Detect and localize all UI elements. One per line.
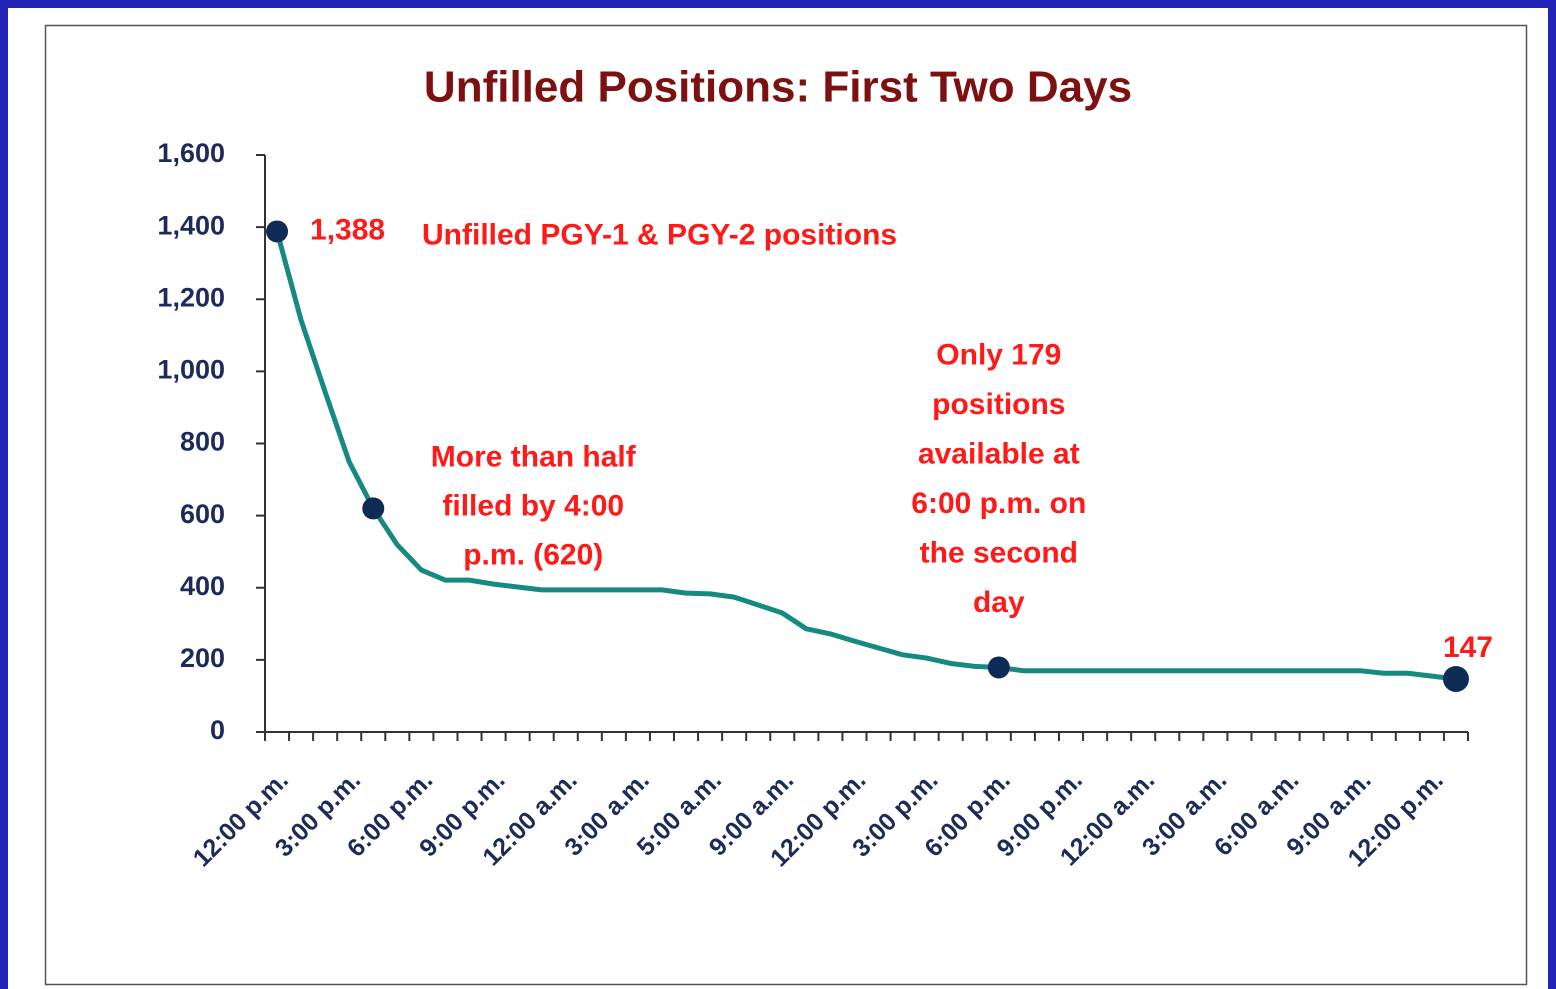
y-tick-label: 400: [180, 571, 225, 601]
data-point: [987, 656, 1010, 679]
data-line: [274, 230, 1457, 682]
annotation: More than half: [431, 440, 637, 473]
value-label: 1,388: [310, 213, 385, 246]
y-tick-label: 0: [210, 715, 225, 745]
y-tick-label: 1,600: [157, 138, 225, 168]
annotation: 6:00 p.m. on: [911, 487, 1086, 520]
annotation: positions: [932, 388, 1065, 421]
y-tick-label: 800: [180, 427, 225, 457]
annotation: filled by 4:00: [442, 489, 624, 522]
data-point: [1442, 665, 1469, 692]
chart-title: Unfilled Positions: First Two Days: [424, 63, 1132, 112]
annotation: available at: [918, 437, 1080, 470]
annotation: Only 179: [936, 338, 1061, 371]
y-tick-label: 1,000: [157, 355, 225, 385]
annotation: Unfilled PGY-1 & PGY-2 positions: [422, 218, 897, 251]
frame: [44, 24, 1528, 986]
annotation: p.m. (620): [463, 538, 603, 571]
y-tick-label: 200: [180, 643, 225, 673]
value-label: 147: [1443, 631, 1493, 664]
annotation: day: [973, 586, 1025, 619]
y-tick-label: 1,400: [157, 210, 225, 240]
annotation: the second: [920, 536, 1078, 569]
data-point: [266, 220, 289, 243]
data-point: [362, 497, 385, 520]
y-tick-label: 600: [180, 499, 225, 529]
y-tick-label: 1,200: [157, 282, 225, 312]
